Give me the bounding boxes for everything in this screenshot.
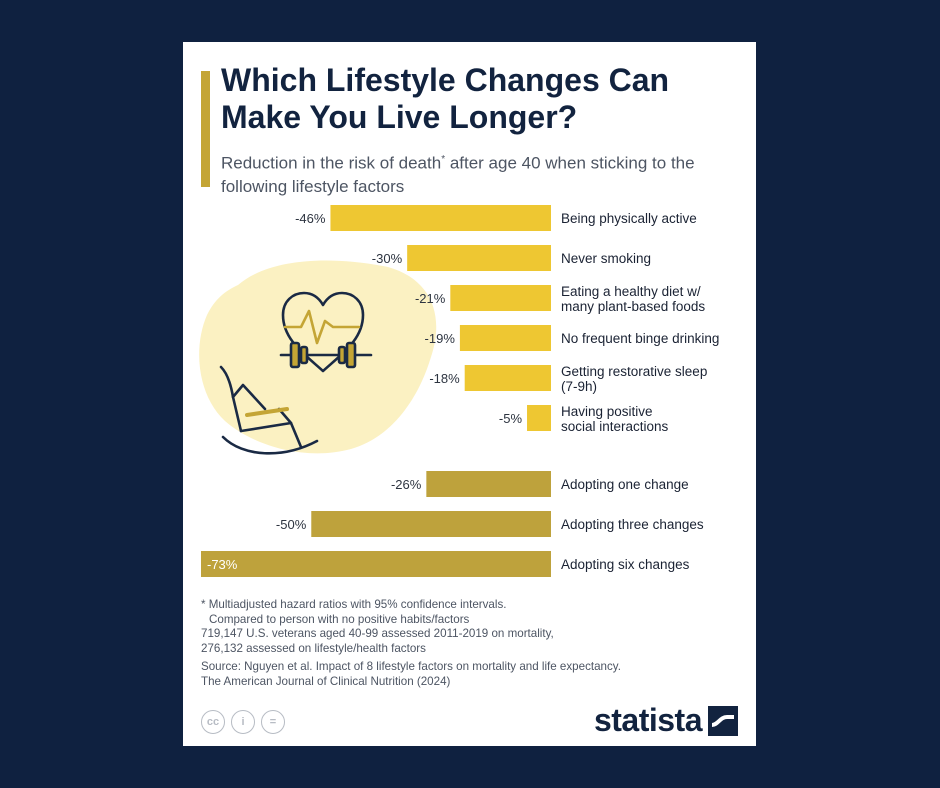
bar-value-label: -30% [372, 251, 403, 266]
statista-logo-icon [708, 705, 738, 736]
chart-title: Which Lifestyle Changes Can Make You Liv… [221, 62, 670, 135]
attribution-icon: i [231, 710, 255, 734]
category-label: Adopting six changes [561, 557, 690, 572]
category-label: social interactions [561, 419, 669, 434]
source-line: The American Journal of Clinical Nutriti… [201, 674, 451, 688]
illustration [199, 260, 437, 455]
bar [459, 325, 551, 351]
bar [311, 511, 551, 537]
category-label: Eating a healthy diet w/ [561, 284, 701, 299]
license-icons: cc i = [201, 710, 285, 734]
category-label: Never smoking [561, 251, 651, 266]
bar [450, 285, 551, 311]
category-label: Getting restorative sleep [561, 364, 707, 379]
note-line: * Multiadjusted hazard ratios with 95% c… [201, 598, 507, 611]
bar [464, 365, 551, 391]
bar-chart: -46% Being physically active -30% Never smo… [199, 205, 719, 577]
category-label: No frequent binge drinking [561, 331, 719, 346]
bar-value-label: -19% [425, 331, 456, 346]
note-line: 276,132 assessed on lifestyle/health fac… [201, 641, 426, 655]
note-line: Compared to person with no positive habi… [209, 612, 470, 626]
chart-notes: * Multiadjusted hazard ratios with 95% c… [201, 598, 741, 689]
bar-value-label: -73% [207, 557, 238, 572]
bar [527, 405, 551, 431]
bar-value-label: -50% [276, 517, 307, 532]
bar-value-label: -26% [391, 477, 422, 492]
bar-value-label: -21% [415, 291, 446, 306]
bar [330, 205, 551, 231]
creative-commons-icon: cc [201, 710, 225, 734]
bar-value-label: -46% [295, 211, 326, 226]
brand-name: statista [593, 702, 703, 738]
category-label: Having positive [561, 404, 653, 419]
subtitle-footnote-mark: * [441, 154, 446, 165]
source-line: Source: Nguyen et al. Impact of 8 lifest… [201, 660, 621, 673]
category-label: many plant-based foods [561, 299, 705, 314]
bar [426, 471, 551, 497]
illustration-blob [199, 260, 437, 454]
subtitle-text-rest: after age 40 when sticking to the follow… [221, 153, 695, 196]
bar-value-label: -5% [499, 411, 523, 426]
bar-value-label: -18% [429, 371, 460, 386]
heart-dumbbell-icon [279, 291, 373, 373]
bar [201, 551, 551, 577]
brand: statista [594, 702, 738, 739]
no-derivatives-icon: = [261, 710, 285, 734]
category-label: Adopting three changes [561, 517, 704, 532]
chart-subtitle: Reduction in the risk of death* after ag… [221, 148, 741, 198]
subtitle-text: Reduction in the risk of death [221, 153, 442, 173]
title-accent-bar [201, 71, 210, 187]
category-label: Adopting one change [561, 477, 689, 492]
bar [407, 245, 551, 271]
note-line: 719,147 U.S. veterans aged 40-99 assesse… [201, 627, 554, 640]
bar-series: -46% Being physically active -30% Never smo… [201, 205, 719, 577]
rocking-chair-icon [219, 365, 319, 455]
infographic-card: Which Lifestyle Changes Can Make You Liv… [183, 42, 756, 746]
category-label: Being physically active [561, 211, 697, 226]
category-label: (7-9h) [561, 379, 597, 394]
